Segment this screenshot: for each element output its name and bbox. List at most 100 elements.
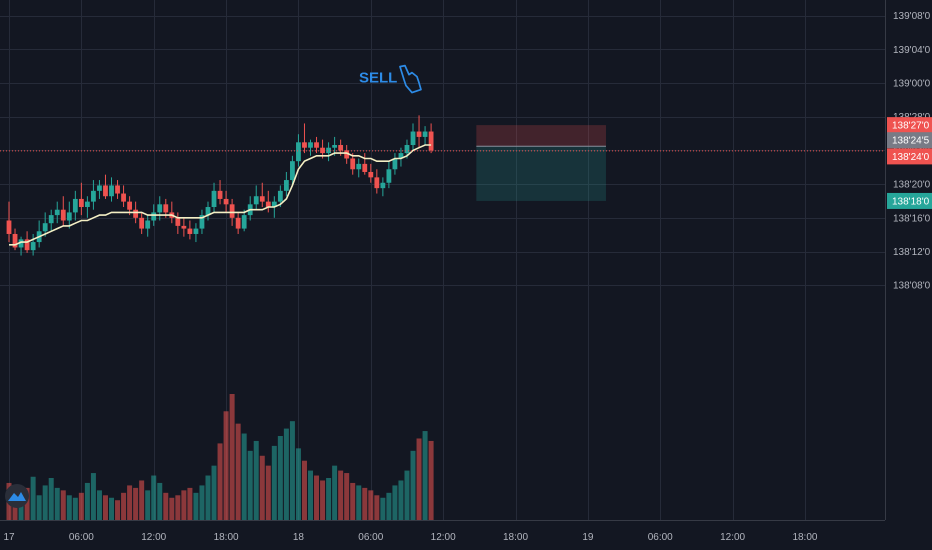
volume-bar (416, 438, 422, 520)
candle (235, 212, 241, 234)
volume-bar (102, 495, 108, 520)
candle-body (115, 185, 120, 194)
volume-bar (18, 497, 24, 520)
volume-bar (217, 443, 223, 520)
time-tick-label: 06:00 (648, 532, 673, 543)
volume-bar (163, 492, 169, 520)
candle-body (54, 209, 60, 216)
price-tag-box (887, 192, 932, 209)
grid-lines (0, 0, 885, 520)
candle-body (380, 182, 386, 189)
candle-body (30, 242, 36, 251)
candle-body (277, 190, 283, 202)
candle (398, 147, 404, 167)
time-axis[interactable]: 17 06:00 12:00 18:00 18 06:00 12:00 18:00 19 06:0… (3, 532, 817, 543)
position-zones[interactable] (476, 125, 606, 201)
candle (18, 236, 24, 256)
volume-bar (181, 490, 187, 520)
candle (199, 209, 205, 234)
candle-body (109, 185, 114, 197)
volume-bar (36, 495, 42, 520)
candle (296, 134, 301, 167)
time-tick-label: 12:00 (141, 532, 166, 543)
candle (6, 201, 12, 243)
candle (175, 212, 181, 234)
candle (374, 169, 380, 194)
volume-bar (332, 465, 338, 520)
volume-bar (253, 440, 259, 520)
volume-bar (145, 490, 151, 520)
volume-bar (66, 495, 72, 520)
volume-bar (338, 470, 344, 520)
volume-bar (368, 490, 374, 520)
volume-bar (78, 492, 84, 520)
volume-bar (169, 497, 175, 520)
candle (356, 158, 362, 178)
price-tag-box (887, 117, 932, 134)
volume-bar (410, 450, 416, 520)
candle (205, 201, 211, 221)
volume-bar (314, 475, 320, 520)
candle (72, 190, 78, 221)
sell-annotation[interactable]: SELL (359, 64, 422, 94)
price-tag-label: 138'27'0 (892, 121, 930, 132)
volume-bar (42, 485, 48, 520)
volume-bar (127, 485, 133, 520)
volume-bar (133, 487, 139, 520)
price-tag-box (887, 132, 932, 149)
candle-body (121, 193, 126, 202)
candle (103, 174, 108, 199)
volume-bar (235, 423, 241, 520)
candle (121, 185, 126, 208)
candle (265, 190, 271, 213)
volume-bar (139, 480, 145, 520)
candle-body (187, 228, 193, 234)
candle (368, 163, 374, 183)
candle-body (296, 142, 301, 162)
candle-body (356, 163, 362, 170)
tradingview-logo[interactable] (5, 484, 29, 508)
time-tick-label: 06:00 (69, 532, 94, 543)
volume-bar (187, 487, 193, 520)
candle (217, 180, 223, 205)
candle (362, 153, 368, 175)
price-tag-label: 138'18'0 (892, 196, 930, 207)
volume-bar (151, 475, 157, 520)
candle-body (163, 204, 169, 213)
candle (241, 209, 247, 232)
candle-body (386, 169, 392, 183)
candle (84, 196, 90, 218)
hand-pointer-icon (399, 64, 422, 94)
candle (308, 139, 313, 156)
candle (187, 220, 193, 240)
candle-body (127, 201, 132, 210)
volume-bar (193, 492, 199, 520)
candle-body (416, 131, 422, 137)
volume-bar (308, 470, 313, 520)
logo-mountain-icon (8, 492, 26, 501)
candle-body (290, 161, 295, 181)
candle (42, 212, 48, 237)
candlesticks[interactable] (6, 115, 434, 256)
volume-bar (48, 478, 54, 520)
candle-body (205, 207, 211, 216)
candle (392, 153, 398, 175)
candle-body (91, 190, 96, 202)
moving-average-line[interactable] (9, 144, 432, 246)
candle (193, 223, 199, 243)
volume-bar (109, 497, 115, 520)
volume-bar (271, 445, 277, 520)
candle-body (24, 239, 30, 251)
candle-body (362, 163, 368, 172)
candle-body (428, 131, 434, 151)
price-tag-box (887, 148, 932, 165)
candle (302, 123, 307, 154)
sell-label: SELL (359, 70, 397, 87)
volume-bar (84, 482, 90, 520)
volume-bar (356, 485, 362, 520)
candle (48, 209, 54, 232)
volume-bar (283, 428, 289, 520)
candle (30, 233, 36, 256)
candle-body (314, 142, 319, 148)
